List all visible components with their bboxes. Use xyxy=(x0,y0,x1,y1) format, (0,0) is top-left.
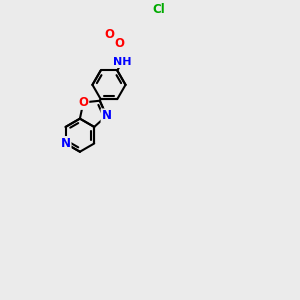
Text: O: O xyxy=(104,28,114,41)
Text: N: N xyxy=(61,137,70,150)
Text: N: N xyxy=(101,109,112,122)
Text: O: O xyxy=(78,96,88,109)
Text: O: O xyxy=(114,37,124,50)
Text: Cl: Cl xyxy=(152,3,165,16)
Text: NH: NH xyxy=(113,57,131,67)
